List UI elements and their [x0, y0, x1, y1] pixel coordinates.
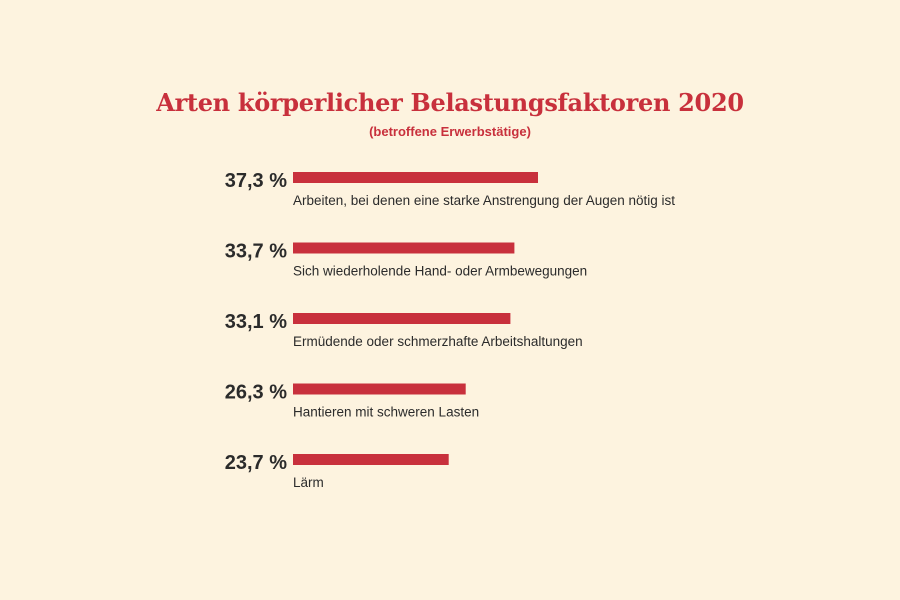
value-label-2: 33,1 % — [225, 311, 287, 333]
bar-4 — [293, 454, 449, 465]
category-label-2: Ermüdende oder schmerzhafte Arbeitshaltu… — [293, 334, 583, 349]
value-label-1: 33,7 % — [225, 241, 287, 263]
value-label-0: 37,3 % — [225, 170, 287, 192]
chart-title: Arten körperlicher Belastungsfaktoren 20… — [156, 88, 744, 117]
bar-3 — [293, 383, 466, 395]
value-label-3: 26,3 % — [225, 382, 287, 404]
chart-subtitle: (betroffene Erwerbstätige) — [369, 124, 531, 139]
bar-0 — [293, 172, 538, 183]
category-label-4: Lärm — [293, 475, 324, 490]
bar-2 — [293, 313, 511, 324]
value-label-4: 23,7 % — [225, 452, 287, 474]
category-label-1: Sich wiederholende Hand- oder Armbewegun… — [293, 264, 587, 279]
category-label-0: Arbeiten, bei denen eine starke Anstreng… — [293, 193, 675, 208]
bar-1 — [293, 242, 515, 254]
category-label-3: Hantieren mit schweren Lasten — [293, 405, 479, 420]
